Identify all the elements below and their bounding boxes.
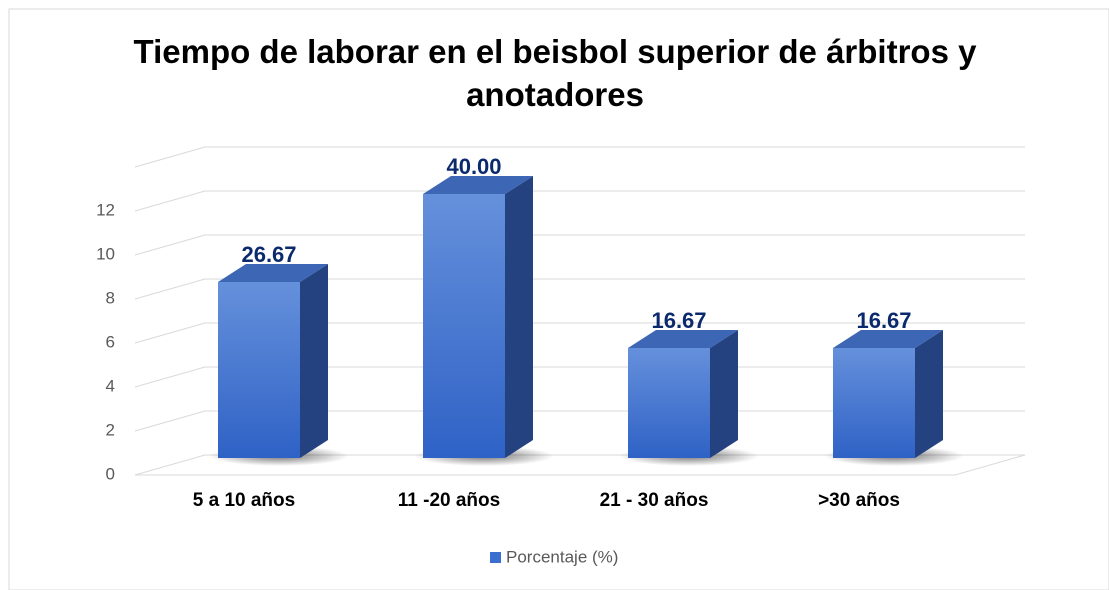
legend-swatch bbox=[490, 552, 501, 563]
data-label: 26.67 bbox=[241, 242, 296, 267]
y-tick-label: 12 bbox=[96, 200, 115, 219]
x-tick-label: 11 -20 años bbox=[398, 490, 500, 511]
grid-line bbox=[134, 190, 206, 212]
bar-top bbox=[628, 330, 738, 348]
y-tick-label: 4 bbox=[106, 376, 115, 395]
legend-label: Porcentaje (%) bbox=[506, 547, 618, 566]
grid-line bbox=[134, 454, 206, 476]
data-label: 40.00 bbox=[446, 154, 501, 179]
bar-side bbox=[915, 330, 943, 458]
bar bbox=[423, 194, 505, 458]
bar-side bbox=[300, 264, 328, 458]
bar-top bbox=[833, 330, 943, 348]
bar-top bbox=[423, 176, 533, 194]
floor-edge bbox=[954, 454, 1026, 476]
grid-line bbox=[134, 322, 206, 344]
chart-title: Tiempo de laborar en el beisbol superior… bbox=[133, 33, 977, 113]
grid-line bbox=[134, 234, 206, 256]
grid-line bbox=[134, 366, 206, 388]
y-tick-label: 8 bbox=[106, 288, 115, 307]
bar-top bbox=[218, 264, 328, 282]
grid-line bbox=[134, 278, 206, 300]
data-label: 16.67 bbox=[651, 308, 706, 333]
chart-border bbox=[8, 8, 1109, 590]
grid-line bbox=[134, 410, 206, 432]
bar bbox=[628, 348, 710, 458]
data-label: 16.67 bbox=[856, 308, 911, 333]
bar-side bbox=[505, 176, 533, 458]
y-tick-label: 6 bbox=[106, 332, 115, 351]
bar bbox=[833, 348, 915, 458]
y-tick-label: 0 bbox=[106, 464, 115, 483]
x-tick-label: 21 - 30 años bbox=[600, 490, 709, 511]
y-tick-label: 2 bbox=[106, 420, 115, 439]
grid-line bbox=[134, 146, 206, 168]
x-tick-label: >30 años bbox=[818, 490, 900, 511]
bar-side bbox=[710, 330, 738, 458]
x-tick-label: 5 a 10 años bbox=[193, 490, 295, 511]
y-tick-label: 10 bbox=[96, 244, 115, 263]
bar bbox=[218, 282, 300, 458]
